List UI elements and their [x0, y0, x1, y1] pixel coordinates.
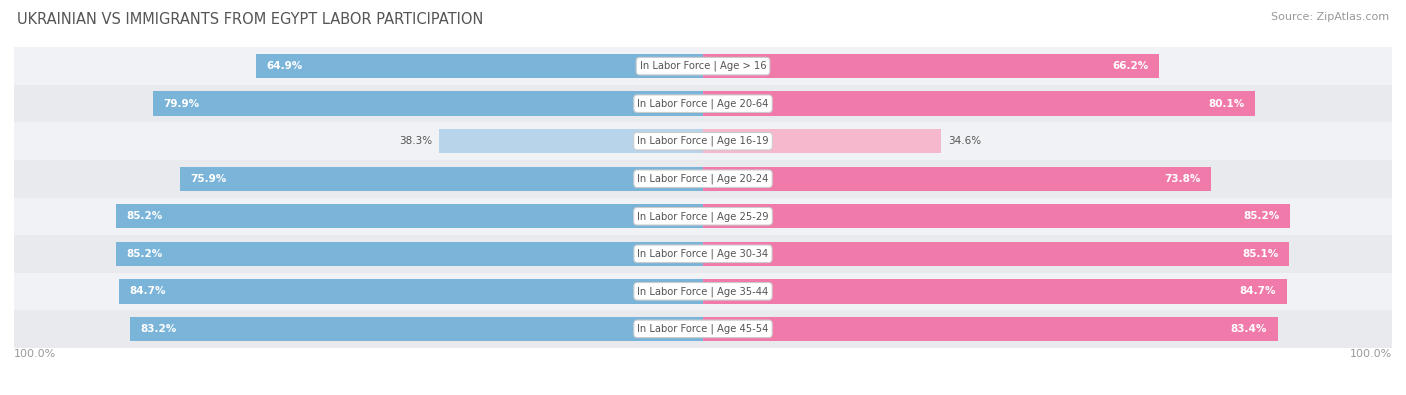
Text: 75.9%: 75.9% — [190, 174, 226, 184]
Bar — [120, 279, 703, 303]
Text: In Labor Force | Age 45-54: In Labor Force | Age 45-54 — [637, 324, 769, 334]
Text: 66.2%: 66.2% — [1112, 61, 1149, 71]
Bar — [256, 54, 703, 78]
Text: 84.7%: 84.7% — [1240, 286, 1277, 296]
Bar — [117, 204, 703, 228]
Bar — [439, 129, 703, 153]
Text: 85.2%: 85.2% — [1243, 211, 1279, 221]
Text: In Labor Force | Age 30-34: In Labor Force | Age 30-34 — [637, 248, 769, 259]
Text: 85.2%: 85.2% — [127, 249, 163, 259]
Text: 83.4%: 83.4% — [1230, 324, 1267, 334]
Text: 64.9%: 64.9% — [266, 61, 302, 71]
Bar — [14, 273, 1392, 310]
Bar — [14, 47, 1392, 85]
Bar — [703, 242, 1289, 266]
Text: 73.8%: 73.8% — [1164, 174, 1201, 184]
Bar — [703, 129, 942, 153]
Text: Source: ZipAtlas.com: Source: ZipAtlas.com — [1271, 12, 1389, 22]
Text: In Labor Force | Age 20-24: In Labor Force | Age 20-24 — [637, 173, 769, 184]
Bar — [703, 54, 1159, 78]
Text: 85.2%: 85.2% — [127, 211, 163, 221]
Text: 100.0%: 100.0% — [14, 350, 56, 359]
Bar — [14, 85, 1392, 122]
Bar — [703, 317, 1278, 341]
Text: 83.2%: 83.2% — [141, 324, 176, 334]
Bar — [14, 310, 1392, 348]
Bar — [14, 235, 1392, 273]
Bar — [129, 317, 703, 341]
Text: In Labor Force | Age 20-64: In Labor Force | Age 20-64 — [637, 98, 769, 109]
Bar — [180, 167, 703, 191]
Text: In Labor Force | Age 35-44: In Labor Force | Age 35-44 — [637, 286, 769, 297]
Bar — [14, 198, 1392, 235]
Bar — [703, 279, 1286, 303]
Text: UKRAINIAN VS IMMIGRANTS FROM EGYPT LABOR PARTICIPATION: UKRAINIAN VS IMMIGRANTS FROM EGYPT LABOR… — [17, 12, 484, 27]
Bar — [117, 242, 703, 266]
Text: 100.0%: 100.0% — [1350, 350, 1392, 359]
Bar — [152, 92, 703, 116]
Text: 34.6%: 34.6% — [948, 136, 981, 146]
Bar — [14, 160, 1392, 198]
Text: In Labor Force | Age 16-19: In Labor Force | Age 16-19 — [637, 136, 769, 147]
Legend: Ukrainian, Immigrants from Egypt: Ukrainian, Immigrants from Egypt — [561, 393, 845, 395]
Text: 79.9%: 79.9% — [163, 99, 200, 109]
Bar — [14, 122, 1392, 160]
Bar — [703, 92, 1254, 116]
Text: In Labor Force | Age 25-29: In Labor Force | Age 25-29 — [637, 211, 769, 222]
Text: 80.1%: 80.1% — [1208, 99, 1244, 109]
Text: In Labor Force | Age > 16: In Labor Force | Age > 16 — [640, 61, 766, 71]
Bar — [703, 204, 1289, 228]
Text: 38.3%: 38.3% — [399, 136, 432, 146]
Bar — [703, 167, 1212, 191]
Text: 84.7%: 84.7% — [129, 286, 166, 296]
Text: 85.1%: 85.1% — [1243, 249, 1279, 259]
